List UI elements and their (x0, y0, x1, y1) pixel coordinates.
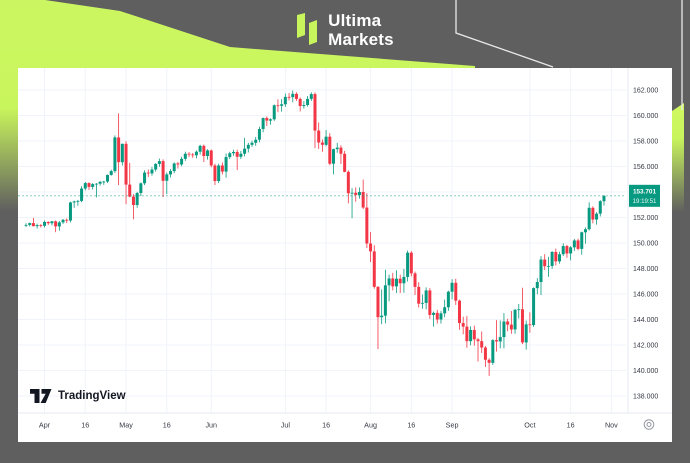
last-price-value: 153.701 (633, 189, 657, 196)
price-axis-label: 160.000 (633, 113, 658, 120)
price-axis-label: 158.000 (633, 139, 658, 146)
bar-countdown: 19:19:51 (633, 198, 657, 205)
time-axis-label: Nov (605, 421, 618, 430)
ultima-markets-logo: Ultima Markets (296, 11, 394, 49)
price-axis-label: 138.000 (633, 394, 658, 401)
price-axis-label: 152.000 (633, 215, 658, 222)
time-axis-label: May (119, 421, 133, 430)
price-axis-label: 142.000 (633, 343, 658, 350)
brand-line-1: Ultima (328, 11, 382, 30)
last-price-badge: 153.701 19:19:51 (629, 184, 660, 207)
price-axis-label: 148.000 (633, 266, 658, 273)
price-axis[interactable]: 162.000160.000158.000156.000154.000152.0… (633, 88, 658, 401)
time-axis-label: 16 (163, 421, 171, 430)
price-axis-label: 150.000 (633, 241, 658, 248)
tradingview-label: TradingView (58, 390, 126, 402)
ultima-markets-icon (297, 13, 318, 45)
lime-accent-strip (672, 103, 684, 218)
time-axis[interactable]: Apr 16 May 16 Jun Jul 16 Aug 16 Sep Oct 16 Nov (39, 421, 618, 430)
candlestick-chart[interactable]: 162.000160.000158.000156.000154.000152.0… (18, 68, 672, 442)
candles (24, 90, 606, 376)
time-axis-label: 16 (81, 421, 89, 430)
axis-settings-icon[interactable] (643, 419, 655, 430)
price-axis-label: 162.000 (633, 88, 658, 95)
time-axis-label: Apr (39, 421, 51, 430)
price-axis-label: 156.000 (633, 164, 658, 171)
time-axis-label: Jun (205, 421, 217, 430)
price-axis-label: 146.000 (633, 292, 658, 299)
time-axis-label: Jul (281, 421, 291, 430)
tradingview-attribution[interactable]: TradingView (30, 389, 126, 403)
time-axis-label: 16 (322, 421, 330, 430)
chart-panel: 162.000160.000158.000156.000154.000152.0… (18, 68, 672, 442)
tradingview-icon (30, 389, 52, 403)
time-axis-label: Sep (446, 421, 459, 430)
brand-line-2: Markets (328, 30, 394, 50)
header: Ultima Markets (0, 0, 690, 75)
time-axis-label: Aug (364, 421, 377, 430)
time-axis-label: 16 (567, 421, 575, 430)
time-axis-label: 16 (407, 421, 415, 430)
price-axis-label: 144.000 (633, 317, 658, 324)
price-axis-label: 140.000 (633, 368, 658, 375)
grid (18, 68, 672, 414)
brand-text: Ultima Markets (328, 11, 394, 49)
time-axis-label: Oct (524, 421, 535, 430)
